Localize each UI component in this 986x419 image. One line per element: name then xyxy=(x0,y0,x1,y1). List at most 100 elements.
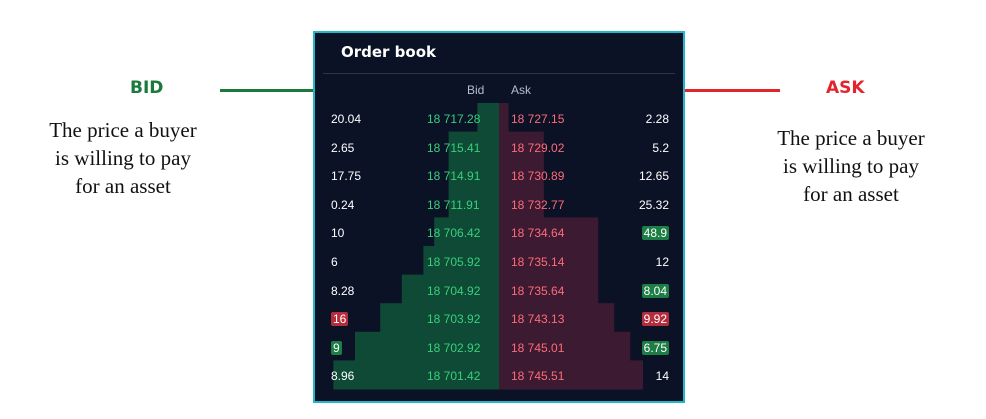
order-book-row[interactable]: 8.96 18 701.42 18 745.51 14 xyxy=(315,364,683,388)
ask-quantity: 9.92 xyxy=(641,307,669,331)
order-book-panel: Order book Bid Ask 20.04 18 717.28 18 727.… xyxy=(313,31,685,403)
bid-quantity-value: 8.96 xyxy=(331,369,355,384)
ask-price: 18 730.89 xyxy=(511,164,564,188)
ask-price-value: 18 730.89 xyxy=(511,169,565,184)
order-book-row[interactable]: 8.28 18 704.92 18 735.64 8.04 xyxy=(315,279,683,303)
bid-price: 18 702.92 xyxy=(427,336,480,360)
bid-price-value: 18 715.41 xyxy=(427,140,481,155)
bid-price: 18 714.91 xyxy=(427,164,480,188)
ask-quantity: 48.9 xyxy=(641,221,669,245)
bid-price: 18 711.91 xyxy=(427,193,480,217)
ask-price: 18 743.13 xyxy=(511,307,564,331)
ask-quantity: 12 xyxy=(656,250,669,274)
bid-quantity-value: 17.75 xyxy=(331,169,362,184)
ask-price-value: 18 732.77 xyxy=(511,197,565,212)
order-book-row[interactable]: 2.65 18 715.41 18 729.02 5.2 xyxy=(315,136,683,160)
ask-connector-line xyxy=(594,89,780,92)
bid-price-value: 18 704.92 xyxy=(427,283,481,298)
ask-quantity: 5.2 xyxy=(652,136,669,160)
bid-quantity: 0.24 xyxy=(331,193,354,217)
bid-quantity: 8.96 xyxy=(331,364,354,388)
ask-price: 18 745.01 xyxy=(511,336,564,360)
bid-price-value: 18 705.92 xyxy=(427,255,481,269)
ask-quantity-value: 6.75 xyxy=(641,340,669,355)
order-book-row[interactable]: 0.24 18 711.91 18 732.77 25.32 xyxy=(315,193,683,217)
ask-quantity: 6.75 xyxy=(641,336,669,360)
bid-price-value: 18 703.92 xyxy=(427,312,481,327)
bid-quantity-value: 2.65 xyxy=(331,140,355,155)
order-book-row[interactable]: 16 18 703.92 18 743.13 9.92 xyxy=(315,307,683,331)
ask-price-value: 18 745.51 xyxy=(511,369,565,384)
ask-price-value: 18 729.02 xyxy=(511,140,565,155)
bid-price: 18 703.92 xyxy=(427,307,480,331)
ask-quantity: 8.04 xyxy=(641,279,669,303)
ask-quantity: 2.28 xyxy=(646,107,669,131)
order-book-row[interactable]: 17.75 18 714.91 18 730.89 12.65 xyxy=(315,164,683,188)
ask-price-value: 18 745.01 xyxy=(511,340,565,355)
ask-quantity-value: 12 xyxy=(655,255,669,269)
ask-quantity: 14 xyxy=(656,364,669,388)
order-book-row[interactable]: 20.04 18 717.28 18 727.15 2.28 xyxy=(315,107,683,131)
bid-price: 18 701.42 xyxy=(427,364,480,388)
bid-quantity-value: 9 xyxy=(331,340,342,355)
ask-price: 18 734.64 xyxy=(511,221,564,245)
ask-quantity-value: 48.9 xyxy=(641,226,669,241)
bid-quantity: 20.04 xyxy=(331,107,361,131)
order-book-title: Order book xyxy=(341,43,437,61)
ask-quantity-value: 9.92 xyxy=(641,312,669,327)
bid-quantity: 17.75 xyxy=(331,164,361,188)
ask-price-value: 18 734.64 xyxy=(511,226,565,241)
ask-price-value: 18 727.15 xyxy=(511,112,565,126)
ask-column-header: Ask xyxy=(511,83,532,97)
ask-price-value: 18 735.64 xyxy=(511,283,565,298)
bid-quantity: 10 xyxy=(331,221,344,245)
bid-price: 18 717.28 xyxy=(427,107,480,131)
bid-price: 18 705.92 xyxy=(427,250,480,274)
ask-quantity-value: 5.2 xyxy=(652,140,669,155)
bid-label: BID xyxy=(130,78,164,98)
bid-quantity: 2.65 xyxy=(331,136,354,160)
header-divider xyxy=(323,73,675,74)
ask-price: 18 745.51 xyxy=(511,364,564,388)
ask-quantity-value: 14 xyxy=(655,369,669,384)
bid-price-value: 18 706.42 xyxy=(427,226,481,241)
bid-description-line: The price a buyer xyxy=(49,118,197,142)
ask-price-value: 18 743.13 xyxy=(511,312,565,327)
bid-quantity: 16 xyxy=(331,307,349,331)
bid-quantity-value: 8.28 xyxy=(331,283,355,298)
bid-price-value: 18 702.92 xyxy=(427,340,481,355)
ask-price: 18 735.14 xyxy=(511,250,564,274)
ask-description-line: for an asset xyxy=(803,182,899,206)
bid-price-value: 18 711.91 xyxy=(427,197,480,212)
ask-price-value: 18 735.14 xyxy=(511,255,565,269)
bid-price: 18 706.42 xyxy=(427,221,480,245)
ask-description-line: The price a buyer xyxy=(777,126,925,150)
order-book-row[interactable]: 10 18 706.42 18 734.64 48.9 xyxy=(315,221,683,245)
order-book-row[interactable]: 6 18 705.92 18 735.14 12 xyxy=(315,250,683,274)
ask-price: 18 729.02 xyxy=(511,136,564,160)
bid-quantity: 8.28 xyxy=(331,279,354,303)
bid-quantity-value: 0.24 xyxy=(331,197,355,212)
bid-price-value: 18 714.91 xyxy=(427,169,481,184)
bid-description-line: is willing to pay xyxy=(55,146,191,170)
bid-quantity-value: 6 xyxy=(331,255,338,269)
bid-price: 18 704.92 xyxy=(427,279,480,303)
ask-price: 18 735.64 xyxy=(511,279,564,303)
bid-quantity-value: 16 xyxy=(331,312,349,327)
ask-quantity: 25.32 xyxy=(639,193,669,217)
ask-quantity-value: 12.65 xyxy=(638,169,669,184)
bid-price: 18 715.41 xyxy=(427,136,480,160)
ask-quantity: 12.65 xyxy=(639,164,669,188)
bid-quantity: 6 xyxy=(331,250,338,274)
bid-quantity-value: 20.04 xyxy=(331,112,362,126)
ask-description-line: is willing to pay xyxy=(783,154,919,178)
bid-column-header: Bid xyxy=(467,83,485,97)
ask-quantity-value: 25.32 xyxy=(638,197,669,212)
ask-quantity-value: 2.28 xyxy=(645,112,669,126)
bid-description: The price a buyer is willing to pay for … xyxy=(10,116,236,200)
ask-price: 18 727.15 xyxy=(511,107,564,131)
bid-description-line: for an asset xyxy=(75,174,171,198)
order-book-row[interactable]: 9 18 702.92 18 745.01 6.75 xyxy=(315,336,683,360)
ask-description: The price a buyer is willing to pay for … xyxy=(738,124,964,208)
bid-quantity: 9 xyxy=(331,336,342,360)
